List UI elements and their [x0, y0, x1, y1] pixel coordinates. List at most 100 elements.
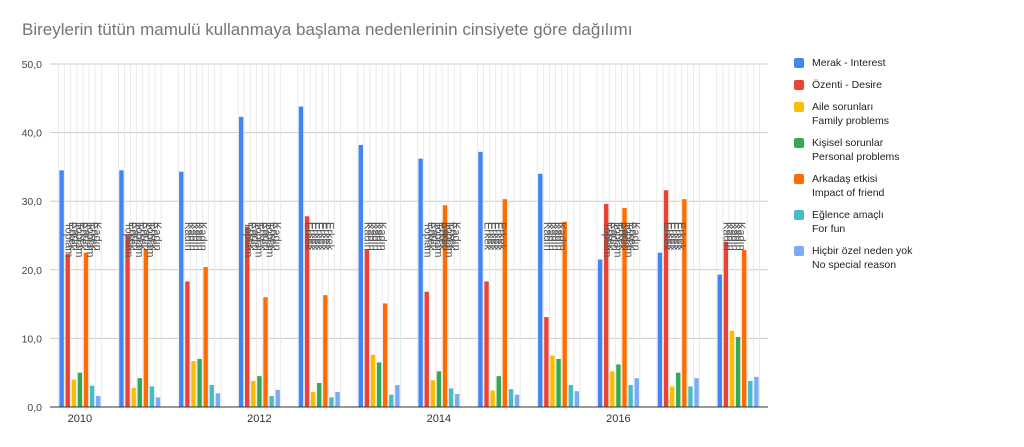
- category-label: Kadın: [619, 222, 631, 251]
- bar: [71, 379, 77, 407]
- category-label: Erkek: [661, 222, 673, 251]
- category-label: Kadın: [182, 222, 194, 251]
- legend-label-line: Kişisel sorunlar: [812, 137, 884, 149]
- category-label: Kadın: [271, 222, 283, 251]
- category-label: Toplam: [623, 222, 635, 257]
- category-label: Erkek: [496, 222, 508, 251]
- bar: [395, 385, 400, 407]
- bar: [137, 378, 142, 407]
- category-label: Kadın: [365, 222, 377, 251]
- bar: [304, 216, 310, 407]
- category-label: Kadın: [721, 222, 733, 251]
- bar: [723, 241, 729, 407]
- category-label: Toplam: [421, 222, 433, 257]
- bar: [125, 234, 130, 407]
- category-label: Kadın: [189, 222, 201, 251]
- bar: [754, 376, 759, 407]
- category-label: Erkek: [126, 222, 138, 251]
- legend: Merak - Interest Özenti - Desire Aile soru…: [794, 56, 1014, 280]
- bar: [442, 205, 448, 407]
- y-tick-label: 50,0: [22, 59, 43, 71]
- legend-label: Özenti - Desire: [812, 78, 882, 92]
- bar: [717, 274, 722, 407]
- category-label: Erkek: [672, 222, 684, 251]
- bar: [89, 385, 95, 407]
- bar: [364, 249, 370, 407]
- bar: [550, 355, 555, 407]
- bar: [436, 371, 442, 407]
- bar: [418, 158, 423, 407]
- category-label: Kadın: [735, 222, 747, 251]
- bar: [729, 330, 735, 407]
- grid-layer: [50, 63, 768, 339]
- bar: [682, 199, 687, 407]
- category-label: Erkek: [309, 222, 321, 251]
- bar: [622, 208, 627, 407]
- bar: [358, 144, 363, 407]
- bar: [119, 170, 124, 407]
- bar: [329, 397, 334, 407]
- category-label: Kadın: [608, 222, 620, 251]
- category-label: Erkek: [246, 222, 258, 251]
- bar: [616, 364, 621, 407]
- category-label: Toplam: [133, 222, 145, 257]
- bar: [370, 354, 376, 407]
- category-label: Erkek: [485, 222, 497, 251]
- legend-swatch: [794, 174, 804, 184]
- category-label: Kadın: [70, 222, 82, 251]
- category-label: Kadın: [140, 222, 152, 251]
- legend-label-line: Hiçbir özel neden yok: [812, 245, 913, 257]
- bar: [424, 291, 429, 407]
- legend-label: Merak - Interest: [812, 56, 886, 70]
- category-label: Kadın: [630, 222, 642, 251]
- category-label: Kadın: [548, 222, 560, 251]
- x-tick-label: 2016: [606, 413, 630, 425]
- bar: [694, 378, 699, 407]
- bar: [209, 385, 214, 407]
- bar: [478, 151, 483, 407]
- y-tick-label: 10,0: [22, 333, 43, 345]
- category-label: Erkek: [320, 222, 332, 251]
- category-label: Kadın: [91, 222, 103, 251]
- bar: [448, 388, 454, 407]
- chart-title: Bireylerin tütün mamulü kullanmaya başla…: [22, 20, 633, 39]
- bar: [335, 391, 340, 407]
- category-label: Kadın: [728, 222, 740, 251]
- bar: [179, 171, 184, 407]
- category-label: Kadın: [129, 222, 141, 251]
- axis-layer: 0,0 10,0 20,0 30,0 40,0 50,0 2010 2012 2014 2016: [22, 59, 768, 425]
- category-label: Toplam: [264, 222, 276, 257]
- category-label: Erkek: [605, 222, 617, 251]
- category-label: Kadın: [724, 222, 736, 251]
- x-tick-label: 2010: [68, 413, 92, 425]
- bar: [676, 372, 681, 407]
- category-label: Kadın: [369, 222, 381, 251]
- legend-label-line: Eğlence amaçlı: [812, 209, 884, 221]
- bar: [574, 391, 580, 407]
- bar: [604, 203, 609, 407]
- bar: [657, 252, 663, 407]
- category-label: Erkek: [137, 222, 149, 251]
- category-label: Toplam: [144, 222, 156, 257]
- category-label: Toplam: [443, 222, 455, 257]
- legend-item: Arkadaş etkisi Impact of friend: [794, 172, 1014, 200]
- bar: [484, 281, 489, 407]
- bar: [298, 106, 304, 408]
- category-label: Erkek: [626, 222, 638, 251]
- bar: [197, 358, 202, 407]
- category-label: Kadın: [731, 222, 743, 251]
- category-label: Erkek: [256, 222, 268, 251]
- category-label: Toplam: [73, 222, 85, 257]
- bar: [155, 397, 161, 407]
- bar: [610, 371, 615, 407]
- category-label: Erkek: [615, 222, 627, 251]
- bar: [663, 190, 669, 407]
- category-label: Erkek: [488, 222, 500, 251]
- bar: [669, 386, 675, 407]
- bar: [185, 281, 190, 407]
- bar: [257, 376, 262, 407]
- bar: [317, 382, 322, 407]
- bar: [562, 221, 567, 407]
- legend-swatch: [794, 80, 804, 90]
- category-label: Toplam: [612, 222, 624, 257]
